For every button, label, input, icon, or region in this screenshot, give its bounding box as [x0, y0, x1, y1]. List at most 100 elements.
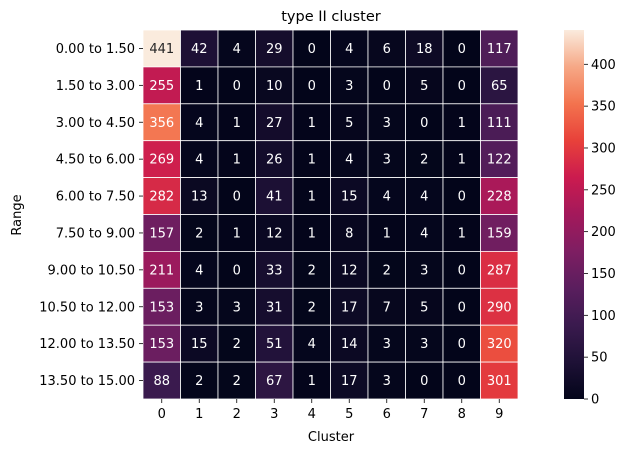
cell-value-label: 1: [458, 153, 466, 168]
cell-value-label: 157: [149, 226, 174, 241]
y-tick-label: 7.50 to 9.00: [56, 226, 135, 241]
heatmap-cell: [255, 250, 294, 289]
cell-value-label: 441: [149, 42, 174, 57]
y-tick-label: 4.50 to 6.00: [56, 153, 135, 168]
cell-value-label: 33: [266, 263, 283, 278]
cell-value-label: 3: [420, 337, 428, 352]
x-tick-label: 0: [158, 407, 166, 422]
heatmap-cell: [405, 29, 444, 68]
heatmap-cell: [292, 324, 331, 363]
cell-value-label: 6: [383, 42, 391, 57]
cell-value-label: 287: [487, 263, 512, 278]
cell-value-label: 12: [266, 226, 283, 241]
cell-value-label: 0: [458, 79, 466, 94]
cell-value-label: 117: [487, 42, 512, 57]
heatmap-cell: [330, 214, 369, 252]
cell-value-label: 2: [308, 300, 316, 315]
heatmap-cell: [367, 177, 406, 215]
colorbar-tick-label: 250: [591, 183, 616, 198]
cell-value-label: 42: [191, 42, 208, 57]
y-tick-label: 10.50 to 12.00: [39, 300, 135, 315]
cell-value-label: 1: [233, 226, 241, 241]
cell-value-label: 301: [487, 374, 512, 389]
cell-value-label: 2: [420, 153, 428, 168]
cell-value-label: 88: [153, 374, 170, 389]
cell-value-label: 0: [458, 337, 466, 352]
heatmap-cell: [330, 361, 369, 400]
heatmap-cell: [217, 177, 256, 215]
heatmap-cell: [180, 287, 219, 326]
cell-value-label: 12: [341, 263, 358, 278]
x-tick-label: 9: [495, 407, 503, 422]
heatmap-cell: [367, 140, 406, 178]
chart-title: type II cluster: [281, 9, 381, 25]
colorbar-tick-label: 100: [591, 309, 616, 324]
heatmap-cell: [292, 287, 331, 326]
cell-value-label: 3: [195, 300, 203, 315]
y-axis-label: Range: [10, 194, 25, 235]
heatmap-cell: [442, 324, 481, 363]
heatmap-cell: [367, 103, 406, 142]
cell-value-label: 5: [345, 116, 353, 131]
x-tick-label: 6: [383, 407, 391, 422]
heatmap-cell: [217, 103, 256, 142]
heatmap-cell: [255, 214, 294, 252]
cell-value-label: 1: [195, 79, 203, 94]
cell-value-label: 5: [420, 79, 428, 94]
cell-value-label: 2: [233, 374, 241, 389]
cell-value-label: 2: [195, 374, 203, 389]
colorbar-tick-label: 300: [591, 141, 616, 156]
heatmap-cell: [180, 324, 219, 363]
cell-value-label: 4: [308, 337, 316, 352]
x-tick-label: 4: [308, 407, 316, 422]
heatmap-cell: [367, 250, 406, 289]
cell-value-label: 1: [233, 116, 241, 131]
x-tick-label: 5: [345, 407, 353, 422]
heatmap-cell: [442, 287, 481, 326]
heatmap-cell: [367, 361, 406, 400]
heatmap-cell: [480, 324, 519, 363]
heatmap-cell: [255, 66, 294, 105]
heatmap-cell: [142, 361, 181, 400]
cell-value-label: 111: [487, 116, 512, 131]
cell-value-label: 8: [345, 226, 353, 241]
heatmap-cell: [255, 287, 294, 326]
cell-value-label: 1: [308, 190, 316, 205]
heatmap-cell: [442, 177, 481, 215]
cell-value-label: 153: [149, 337, 174, 352]
cell-value-label: 31: [266, 300, 283, 315]
cell-value-label: 3: [383, 116, 391, 131]
heatmap-cell: [442, 140, 481, 178]
y-tick-label: 6.00 to 7.50: [56, 190, 135, 205]
heatmap-cell: [292, 177, 331, 215]
heatmap-cell: [405, 287, 444, 326]
colorbar-tick-label: 400: [591, 58, 616, 73]
heatmap-cell: [330, 177, 369, 215]
x-tick-label: 1: [195, 407, 203, 422]
cell-value-label: 2: [195, 226, 203, 241]
heatmap-cell: [142, 140, 181, 178]
cell-value-label: 67: [266, 374, 283, 389]
heatmap-cell: [180, 177, 219, 215]
cell-value-label: 211: [149, 263, 174, 278]
cell-value-label: 255: [149, 79, 174, 94]
heatmap-cell: [330, 140, 369, 178]
heatmap-cell: [405, 66, 444, 105]
y-tick-label: 1.50 to 3.00: [56, 79, 135, 94]
cell-value-label: 4: [420, 226, 428, 241]
heatmap-cell: [367, 324, 406, 363]
cell-value-label: 1: [308, 116, 316, 131]
y-tick-label: 13.50 to 15.00: [39, 374, 135, 389]
cell-value-label: 269: [149, 153, 174, 168]
cell-value-label: 0: [233, 79, 241, 94]
y-tick-label: 0.00 to 1.50: [56, 42, 135, 57]
heatmap-cell: [480, 361, 519, 400]
heatmap-cell: [405, 361, 444, 400]
x-tick-label: 3: [270, 407, 278, 422]
cell-value-label: 3: [420, 263, 428, 278]
cell-value-label: 4: [195, 116, 203, 131]
cell-value-label: 1: [458, 116, 466, 131]
heatmap-cell: [442, 214, 481, 252]
cell-value-label: 0: [233, 190, 241, 205]
heatmap-cell: [142, 250, 181, 289]
